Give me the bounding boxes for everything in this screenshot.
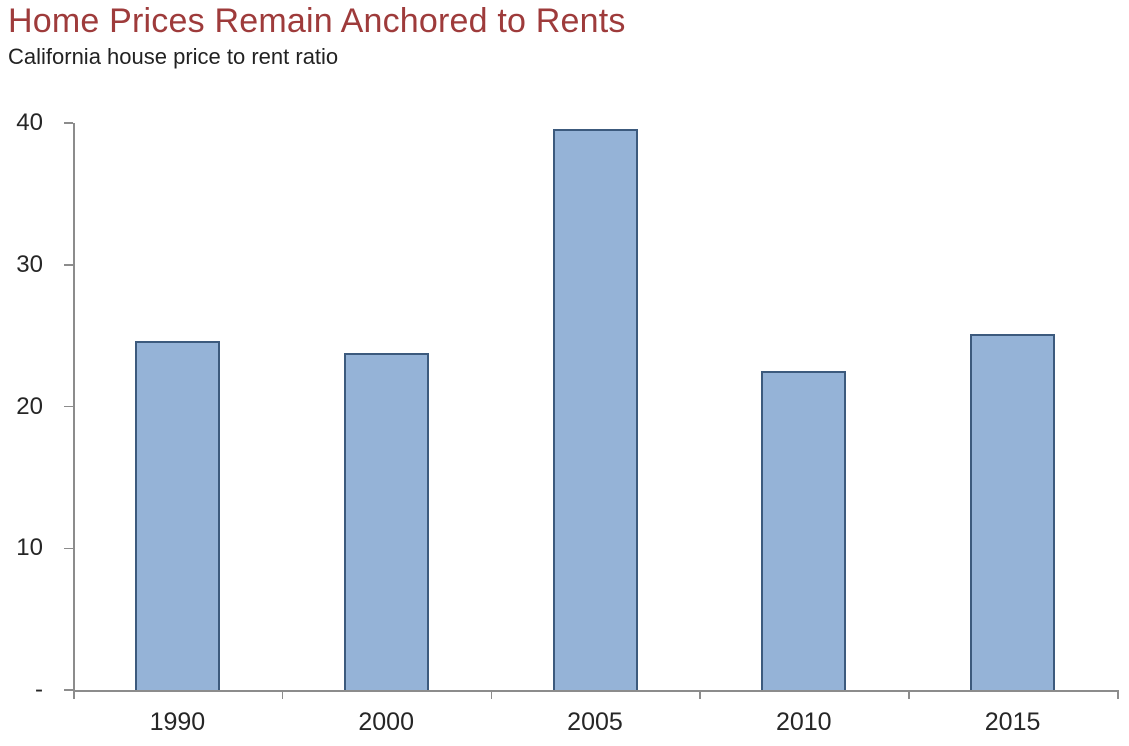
bar-1990 (134, 341, 220, 690)
y-tick (64, 547, 73, 549)
x-tick-label: 2015 (984, 708, 1041, 736)
x-tick-label: 2005 (567, 708, 623, 736)
x-tick (908, 690, 910, 699)
y-tick (64, 689, 73, 691)
x-tick-label: 2000 (358, 708, 414, 736)
bar-2005 (552, 128, 638, 690)
y-tick-label: 30 (16, 250, 43, 278)
bar-2015 (970, 334, 1056, 690)
bar-2000 (343, 352, 429, 690)
x-tick (1117, 690, 1119, 699)
chart-subtitle: California house price to rent ratio (8, 44, 339, 69)
y-tick-label: 10 (16, 534, 43, 562)
y-tick-label: 20 (16, 392, 43, 420)
y-tick (64, 122, 73, 124)
y-tick-label: 40 (16, 109, 43, 136)
y-tick (64, 264, 73, 266)
y-tick (64, 405, 73, 408)
x-tick-label: 1990 (149, 708, 206, 736)
y-axis-line (73, 123, 75, 691)
x-tick (281, 690, 284, 699)
chart-title: Home Prices Remain Anchored to Rents (8, 2, 626, 40)
x-axis-line (73, 690, 1119, 692)
x-tick (699, 690, 701, 699)
x-tick (73, 690, 75, 699)
x-tick-label: 2010 (775, 708, 832, 736)
x-tick (490, 690, 493, 699)
bar-2010 (761, 371, 847, 690)
y-tick-label: - (35, 676, 43, 703)
